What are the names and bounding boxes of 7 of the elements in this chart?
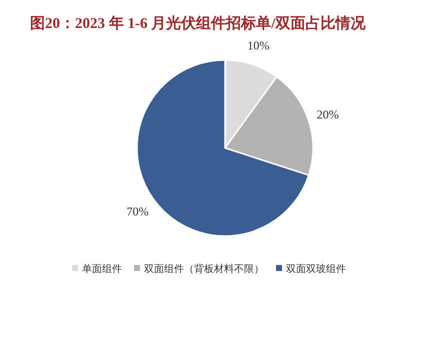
data-label: 10% [247, 38, 270, 52]
legend-label: 单面组件 [82, 263, 122, 275]
legend-label: 双面组件（背板材料不限） [144, 263, 264, 275]
chart-title: 图20：2023 年 1-6 月光伏组件招标单/双面占比情况 [30, 15, 366, 32]
data-label: 20% [316, 108, 339, 122]
legend-label: 双面双玻组件 [286, 263, 346, 275]
data-label: 70% [126, 204, 149, 218]
